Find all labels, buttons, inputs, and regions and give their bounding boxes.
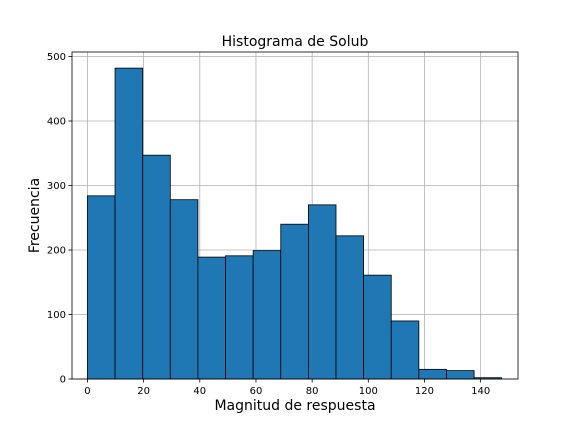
- x-tick-label: 40: [193, 386, 206, 397]
- histogram-bar: [335, 235, 365, 380]
- x-axis-ticks: 0 20 40 60 80 100 120 140: [84, 379, 490, 397]
- y-tick-label: 500: [47, 52, 66, 63]
- y-tick-label: 0: [60, 375, 66, 386]
- histogram-bar: [87, 195, 116, 380]
- histogram-bar: [418, 368, 447, 380]
- y-tick-label: 100: [47, 310, 66, 321]
- histogram-bar: [446, 370, 475, 380]
- x-tick-label: 140: [471, 386, 490, 397]
- y-axis-ticks: 0 100 200 300 400 500: [47, 52, 72, 386]
- x-tick-label: 20: [137, 386, 150, 397]
- histogram-bar: [307, 204, 337, 380]
- y-tick-label: 200: [47, 246, 66, 257]
- histogram-bar: [114, 67, 144, 380]
- histogram-bar: [252, 250, 282, 380]
- x-tick-label: 120: [415, 386, 434, 397]
- y-tick-label: 400: [47, 117, 66, 128]
- x-tick-label: 80: [306, 386, 319, 397]
- histogram-bar: [197, 256, 226, 380]
- x-axis-label: Magnitud de respuesta: [214, 398, 375, 414]
- y-tick-label: 300: [47, 181, 66, 192]
- histogram-bar: [280, 223, 309, 380]
- x-tick-label: 0: [84, 386, 90, 397]
- histogram-bar: [363, 274, 392, 380]
- y-axis-label: Frecuencia: [27, 178, 43, 253]
- chart-title: Histograma de Solub: [222, 34, 369, 50]
- histogram-bar: [142, 154, 171, 380]
- histogram-bar: [225, 255, 254, 380]
- histogram-bar: [390, 320, 420, 380]
- x-tick-label: 60: [250, 386, 263, 397]
- plot-frame: [71, 51, 519, 380]
- histogram-bar: [169, 199, 199, 380]
- x-tick-label: 100: [359, 386, 378, 397]
- histogram-bars: [87, 67, 503, 380]
